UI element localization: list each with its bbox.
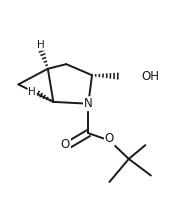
Text: N: N — [84, 97, 93, 110]
Text: O: O — [61, 138, 70, 151]
Text: OH: OH — [142, 70, 160, 83]
Text: O: O — [105, 132, 114, 145]
Text: H: H — [37, 40, 44, 50]
Text: H: H — [28, 87, 36, 97]
